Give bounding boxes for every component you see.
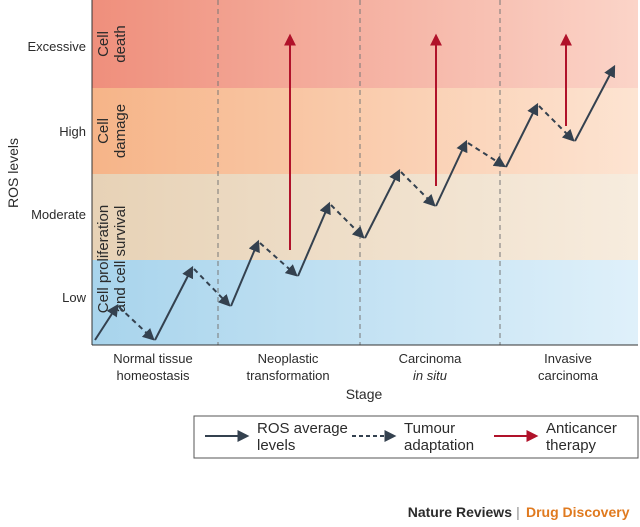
stage-label-2: Neoplastic transformation [246, 351, 329, 383]
ros-arrow [297, 201, 331, 277]
ros-arrow [364, 168, 401, 239]
svg-text:Invasive: Invasive [544, 351, 592, 366]
adaptation-arrow [259, 242, 298, 277]
footer-section: Drug Discovery [526, 504, 630, 520]
band-high [92, 88, 638, 174]
svg-text:Carcinoma: Carcinoma [399, 351, 463, 366]
svg-text:adaptation: adaptation [404, 437, 474, 454]
svg-text:Cell: Cell [95, 31, 112, 57]
adaptation-arrow [538, 105, 575, 142]
svg-text:damage: damage [112, 104, 129, 158]
adaptation-arrow [118, 306, 155, 341]
svg-text:in situ: in situ [413, 368, 447, 383]
ros-arrow [505, 102, 539, 168]
svg-text:levels: levels [257, 437, 295, 454]
level-moderate: Moderate [31, 207, 86, 222]
svg-text:carcinoma: carcinoma [538, 368, 599, 383]
svg-text:Tumour: Tumour [404, 420, 455, 437]
adaptation-arrow [467, 142, 507, 168]
level-excessive: Excessive [27, 39, 86, 54]
level-high: High [59, 124, 86, 139]
svg-text:therapy: therapy [546, 437, 597, 454]
legend-box [193, 415, 639, 459]
svg-text:ROS average: ROS average [257, 420, 348, 437]
stage-label-4: Invasive carcinoma [538, 351, 599, 383]
svg-text:and cell survival: and cell survival [112, 206, 129, 313]
adaptation-arrow [400, 171, 436, 207]
footer-separator: | [516, 504, 520, 520]
footer-journal: Nature Reviews [408, 504, 512, 520]
stage-label-1: Normal tissue homeostasis [113, 351, 192, 383]
zone-label-damage: Cell damage [95, 104, 129, 158]
ros-arrow [154, 265, 194, 341]
ros-arrow [94, 303, 119, 341]
therapy-arrows [284, 33, 572, 250]
legend-item-ros: ROS average levels [205, 420, 348, 454]
ros-arrow [230, 239, 260, 307]
svg-text:Anticancer: Anticancer [546, 420, 617, 437]
legend-item-adaptation: Tumour adaptation [352, 420, 474, 454]
y-axis-title: ROS levels [5, 138, 21, 208]
ros-arrow [435, 139, 468, 207]
ros-arrow [574, 64, 616, 142]
band-excessive [92, 0, 638, 88]
zone-label-survival: Cell proliferation and cell survival [95, 205, 129, 313]
svg-text:homeostasis: homeostasis [117, 368, 190, 383]
band-moderate [92, 174, 638, 260]
legend-item-therapy: Anticancer therapy [494, 420, 617, 454]
footer-credit: Nature Reviews | Drug Discovery [408, 504, 630, 520]
stage-label-3: Carcinoma in situ [399, 351, 463, 383]
adaptation-arrow [330, 204, 365, 239]
svg-text:Cell: Cell [95, 118, 112, 144]
svg-text:Neoplastic: Neoplastic [258, 351, 319, 366]
svg-text:death: death [112, 25, 129, 63]
x-axis-title: Stage [346, 386, 383, 402]
level-low: Low [62, 290, 86, 305]
svg-text:Cell proliferation: Cell proliferation [95, 205, 112, 313]
tumour-adaptation-arrows [118, 105, 575, 341]
svg-text:transformation: transformation [246, 368, 329, 383]
svg-text:Normal tissue: Normal tissue [113, 351, 192, 366]
zone-label-death: Cell death [95, 25, 129, 63]
ros-rising-arrows [94, 64, 616, 341]
